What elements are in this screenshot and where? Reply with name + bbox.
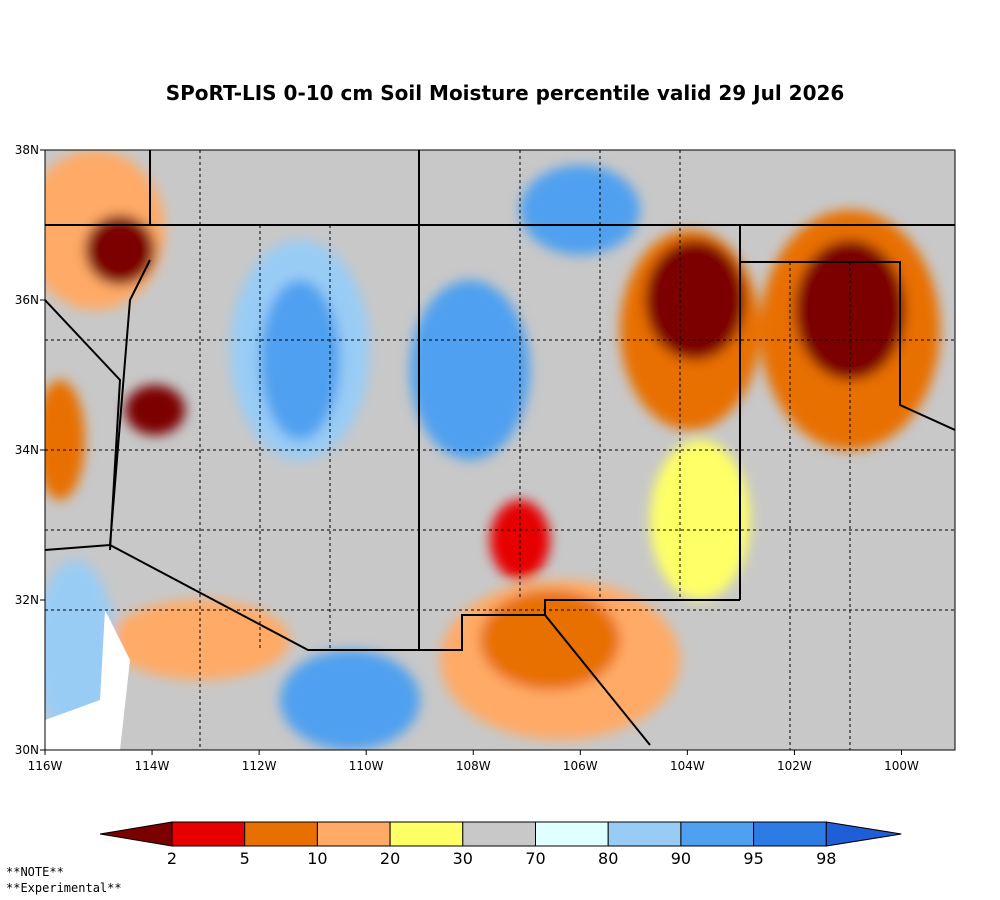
colorbar-label: 80 bbox=[598, 849, 618, 868]
colorbar-segment bbox=[316, 821, 391, 847]
x-tick-label: 114W bbox=[135, 759, 170, 773]
colorbar-arrow bbox=[825, 821, 902, 847]
map-shading bbox=[45, 150, 940, 750]
x-tick-label: 106W bbox=[563, 759, 598, 773]
colorbar-label: 70 bbox=[525, 849, 545, 868]
x-tick-label: 102W bbox=[777, 759, 812, 773]
state-borders bbox=[45, 150, 955, 746]
colorbar-arrow bbox=[99, 821, 173, 847]
x-tick-label: 108W bbox=[456, 759, 491, 773]
colorbar-label: 98 bbox=[816, 849, 836, 868]
colorbar-segment bbox=[607, 821, 682, 847]
colorbar-segment bbox=[535, 821, 609, 847]
y-tick-label: 30N bbox=[15, 743, 39, 757]
x-tick-label: 104W bbox=[670, 759, 705, 773]
colorbar-segment bbox=[171, 821, 246, 847]
map-title: SPoRT-LIS 0-10 cm Soil Moisture percenti… bbox=[166, 81, 845, 105]
colorbar-label: 95 bbox=[743, 849, 763, 868]
colorbar-segment bbox=[753, 821, 827, 847]
x-tick-label: 100W bbox=[884, 759, 919, 773]
colorbar-segment bbox=[680, 821, 755, 847]
x-tick-label: 116W bbox=[28, 759, 63, 773]
colorbar-label: 2 bbox=[167, 849, 177, 868]
note: **Experimental** bbox=[6, 881, 122, 895]
county-lines bbox=[45, 150, 955, 750]
x-tick-label: 110W bbox=[349, 759, 384, 773]
colorbar: 2 5 10 20 30 70 80 90 95 98 bbox=[99, 821, 902, 868]
colorbar-segment bbox=[244, 821, 318, 847]
x-tick-label: 112W bbox=[242, 759, 277, 773]
axes: 116W 114W 112W 110W 108W 106W 104W 102W 100W 30N 3… bbox=[15, 143, 919, 773]
map-field bbox=[45, 150, 955, 750]
colorbar-segment bbox=[389, 821, 464, 847]
note: **NOTE** bbox=[6, 865, 64, 879]
colorbar-segment bbox=[462, 821, 536, 847]
y-tick-label: 34N bbox=[15, 443, 39, 457]
colorbar-label: 30 bbox=[453, 849, 473, 868]
y-tick-label: 32N bbox=[15, 593, 39, 607]
y-tick-label: 36N bbox=[15, 293, 39, 307]
colorbar-label: 10 bbox=[307, 849, 327, 868]
colorbar-label: 90 bbox=[671, 849, 691, 868]
colorbar-label: 5 bbox=[240, 849, 250, 868]
gulf-water bbox=[45, 610, 130, 750]
y-tick-label: 38N bbox=[15, 143, 39, 157]
colorbar-label: 20 bbox=[380, 849, 400, 868]
